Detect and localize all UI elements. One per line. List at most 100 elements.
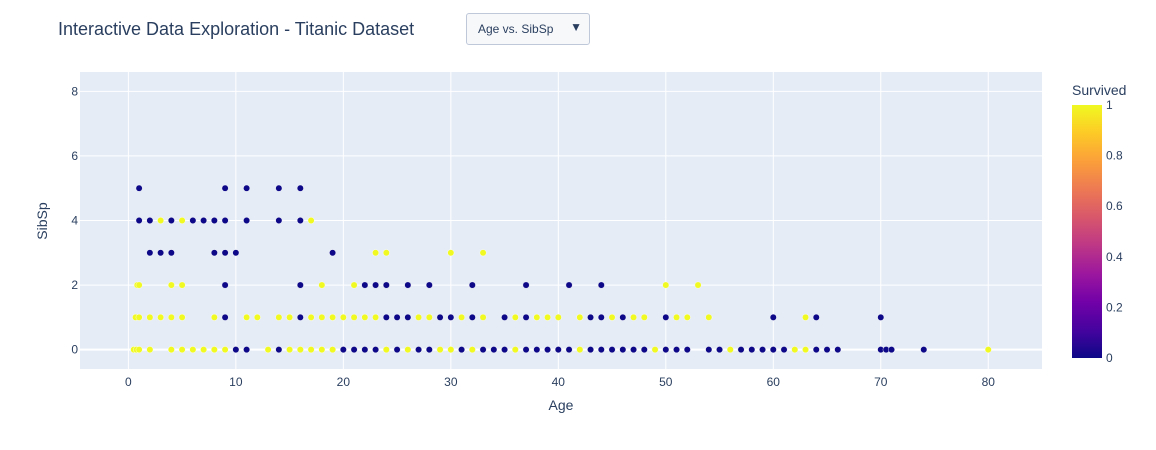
colorbar-tick-label: 1	[1106, 98, 1113, 112]
x-tick-label: 20	[337, 375, 351, 389]
data-point-not-survived	[834, 346, 842, 354]
data-point-survived	[167, 313, 175, 321]
data-point-not-survived	[554, 346, 562, 354]
x-tick-label: 0	[125, 375, 132, 389]
data-point-survived	[167, 346, 175, 354]
colorbar-tick-label: 0.2	[1106, 300, 1123, 314]
data-point-survived	[178, 346, 186, 354]
data-point-not-survived	[425, 346, 433, 354]
data-point-not-survived	[221, 313, 229, 321]
data-point-survived	[189, 346, 197, 354]
data-point-not-survived	[210, 217, 218, 224]
data-point-survived	[146, 313, 154, 321]
data-point-not-survived	[597, 313, 605, 321]
data-point-not-survived	[361, 281, 369, 289]
data-point-not-survived	[135, 184, 143, 192]
data-point-survived	[135, 346, 143, 354]
data-point-not-survived	[630, 346, 637, 354]
data-point-not-survived	[522, 346, 530, 354]
data-point-survived	[511, 313, 519, 321]
data-point-not-survived	[296, 313, 304, 321]
data-point-survived	[608, 313, 616, 321]
data-point-survived	[135, 281, 143, 289]
data-point-survived	[415, 313, 422, 321]
plot-selector-dropdown[interactable]: Age vs. SibSp ▼	[466, 13, 590, 45]
data-point-survived	[286, 313, 293, 321]
data-point-not-survived	[221, 281, 229, 289]
data-point-not-survived	[748, 346, 756, 354]
data-point-survived	[630, 313, 637, 321]
x-tick-label: 60	[767, 375, 781, 389]
x-tick-label: 70	[874, 375, 888, 389]
data-point-survived	[178, 281, 186, 289]
data-point-survived	[146, 346, 154, 354]
data-point-not-survived	[662, 346, 670, 354]
data-point-survived	[791, 346, 799, 354]
data-point-survived	[307, 217, 315, 224]
data-point-survived	[253, 313, 261, 321]
data-point-survived	[221, 346, 229, 354]
data-point-survived	[243, 313, 251, 321]
data-point-not-survived	[243, 217, 251, 224]
data-point-not-survived	[189, 217, 197, 224]
data-point-not-survived	[662, 313, 670, 321]
data-point-not-survived	[243, 184, 251, 192]
data-point-survived	[533, 313, 541, 321]
data-point-not-survived	[275, 346, 283, 354]
data-point-survived	[404, 346, 412, 354]
data-point-not-survived	[533, 346, 541, 354]
data-point-not-survived	[329, 249, 336, 257]
data-point-survived	[318, 313, 326, 321]
data-point-not-survived	[877, 313, 885, 321]
data-point-not-survived	[382, 313, 390, 321]
data-point-not-survived	[522, 281, 530, 289]
data-point-survived	[683, 313, 691, 321]
colorbar-tick-label: 0.4	[1106, 250, 1123, 264]
data-point-not-survived	[275, 217, 283, 224]
data-point-not-survived	[587, 313, 594, 321]
data-point-not-survived	[361, 346, 369, 354]
data-point-survived	[157, 217, 165, 224]
data-point-not-survived	[501, 313, 508, 321]
data-point-not-survived	[232, 346, 240, 354]
data-point-not-survived	[759, 346, 766, 354]
data-point-survived	[673, 313, 680, 321]
data-point-not-survived	[522, 313, 530, 321]
data-point-survived	[339, 313, 347, 321]
data-point-survived	[157, 313, 165, 321]
axis-ticks: 0 10 20 30 40 50 60 70 80 0 2 4 6 8	[71, 84, 995, 389]
data-point-survived	[350, 313, 358, 321]
data-point-not-survived	[640, 346, 648, 354]
data-point-survived	[275, 313, 283, 321]
data-point-survived	[307, 313, 315, 321]
data-point-survived	[329, 346, 336, 354]
data-point-not-survived	[404, 281, 412, 289]
data-point-not-survived	[339, 346, 347, 354]
data-point-survived	[447, 346, 455, 354]
data-point-survived	[447, 249, 455, 257]
data-point-survived	[640, 313, 648, 321]
data-point-survived	[307, 346, 315, 354]
data-point-survived	[651, 346, 659, 354]
data-point-not-survived	[275, 184, 283, 192]
data-point-not-survived	[243, 346, 251, 354]
data-point-not-survived	[716, 346, 723, 354]
data-point-not-survived	[210, 249, 218, 257]
data-point-not-survived	[812, 346, 820, 354]
x-tick-label: 10	[229, 375, 243, 389]
colorbar	[1072, 105, 1102, 358]
data-point-survived	[479, 249, 487, 257]
y-tick-label: 6	[71, 149, 78, 163]
data-point-survived	[318, 346, 326, 354]
data-point-survived	[694, 281, 702, 289]
chart-title: Interactive Data Exploration - Titanic D…	[58, 19, 415, 39]
data-point-survived	[458, 313, 465, 321]
data-point-not-survived	[812, 313, 820, 321]
data-point-survived	[296, 346, 304, 354]
data-point-survived	[425, 313, 433, 321]
data-point-survived	[200, 346, 208, 354]
data-point-survived	[544, 313, 551, 321]
data-point-not-survived	[737, 346, 745, 354]
data-point-not-survived	[920, 346, 928, 354]
data-point-survived	[372, 313, 379, 321]
